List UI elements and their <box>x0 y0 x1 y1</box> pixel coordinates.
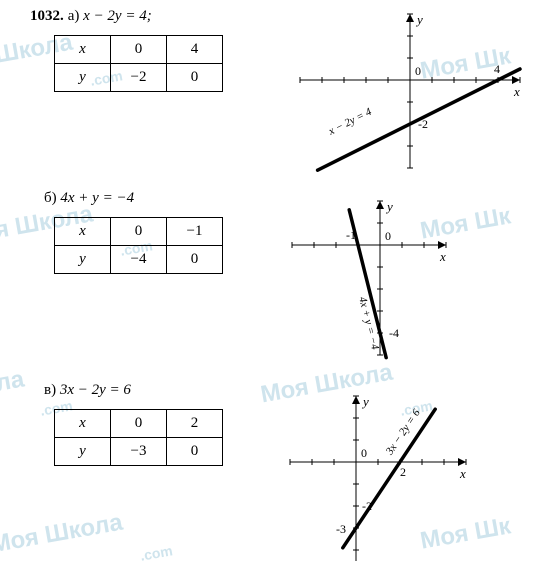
graph: y x 0 4 -2 x − 2y = 4 <box>280 8 540 178</box>
problem-part: 1032.а) x − 2y = 4;x04y−20yx04-2x − 2y =… <box>0 0 558 182</box>
part-letter: в) <box>44 382 56 398</box>
x-header: x <box>55 36 111 64</box>
svg-text:x: x <box>513 84 520 99</box>
table-cell: 0 <box>167 438 223 466</box>
problem-part: б) 4x + y = −4x0−1y−40yx0-1-44x + y = −4 <box>0 182 558 374</box>
table-cell: 4 <box>167 36 223 64</box>
graph: yx0-1-44x + y = −4 <box>280 190 450 370</box>
svg-text:-3: -3 <box>336 522 346 536</box>
table-cell: −2 <box>111 64 167 92</box>
table-cell: −1 <box>167 218 223 246</box>
value-table: x0−1y−40 <box>54 217 223 274</box>
table-cell: −3 <box>111 438 167 466</box>
graph: y x 0 -3 2 -2 3x − 2y = 6 <box>280 382 480 572</box>
svg-text:-1: -1 <box>346 228 356 242</box>
left-column: б) 4x + y = −4x0−1y−40 <box>30 190 260 274</box>
table-cell: 0 <box>167 246 223 274</box>
svg-text:4: 4 <box>494 62 500 76</box>
svg-text:-2: -2 <box>362 499 372 513</box>
part-letter: а) <box>68 8 80 24</box>
y-header: y <box>55 438 111 466</box>
part-heading: 1032.а) x − 2y = 4; <box>30 8 260 25</box>
y-header: y <box>55 246 111 274</box>
value-table: x04y−20 <box>54 35 223 92</box>
svg-text:y: y <box>415 12 423 27</box>
problem-part: в) 3x − 2y = 6x02y−30yx0-32-23x − 2y = 6 <box>0 374 558 576</box>
table-cell: 0 <box>111 36 167 64</box>
part-heading: в) 3x − 2y = 6 <box>30 382 260 399</box>
equation: 3x − 2y = 6 <box>60 382 131 398</box>
problem-number: 1032. <box>30 8 64 24</box>
equation: 4x + y = −4 <box>60 190 134 206</box>
table-cell: 0 <box>111 410 167 438</box>
equation: x − 2y = 4; <box>83 8 152 24</box>
table-cell: 0 <box>167 64 223 92</box>
svg-text:-2: -2 <box>418 117 428 131</box>
svg-text:0: 0 <box>385 229 391 243</box>
svg-text:0: 0 <box>361 446 367 460</box>
table-cell: 0 <box>111 218 167 246</box>
part-letter: б) <box>44 190 57 206</box>
x-header: x <box>55 410 111 438</box>
svg-text:y: y <box>361 394 369 409</box>
value-table: x02y−30 <box>54 409 223 466</box>
left-column: 1032.а) x − 2y = 4;x04y−20 <box>30 8 260 92</box>
x-header: x <box>55 218 111 246</box>
left-column: в) 3x − 2y = 6x02y−30 <box>30 382 260 466</box>
part-heading: б) 4x + y = −4 <box>30 190 260 207</box>
svg-text:y: y <box>385 199 393 214</box>
svg-text:x: x <box>439 249 446 264</box>
svg-text:2: 2 <box>400 465 406 479</box>
svg-text:-4: -4 <box>389 326 399 340</box>
table-cell: 2 <box>167 410 223 438</box>
y-header: y <box>55 64 111 92</box>
table-cell: −4 <box>111 246 167 274</box>
svg-text:3x − 2y = 6: 3x − 2y = 6 <box>383 407 423 458</box>
svg-text:x − 2y = 4: x − 2y = 4 <box>326 106 374 139</box>
svg-text:x: x <box>459 466 466 481</box>
svg-text:0: 0 <box>415 64 421 78</box>
